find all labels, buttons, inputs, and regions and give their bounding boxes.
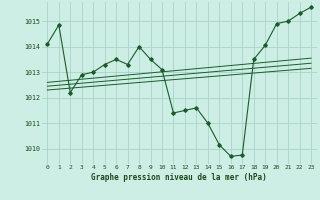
X-axis label: Graphe pression niveau de la mer (hPa): Graphe pression niveau de la mer (hPa) xyxy=(91,173,267,182)
